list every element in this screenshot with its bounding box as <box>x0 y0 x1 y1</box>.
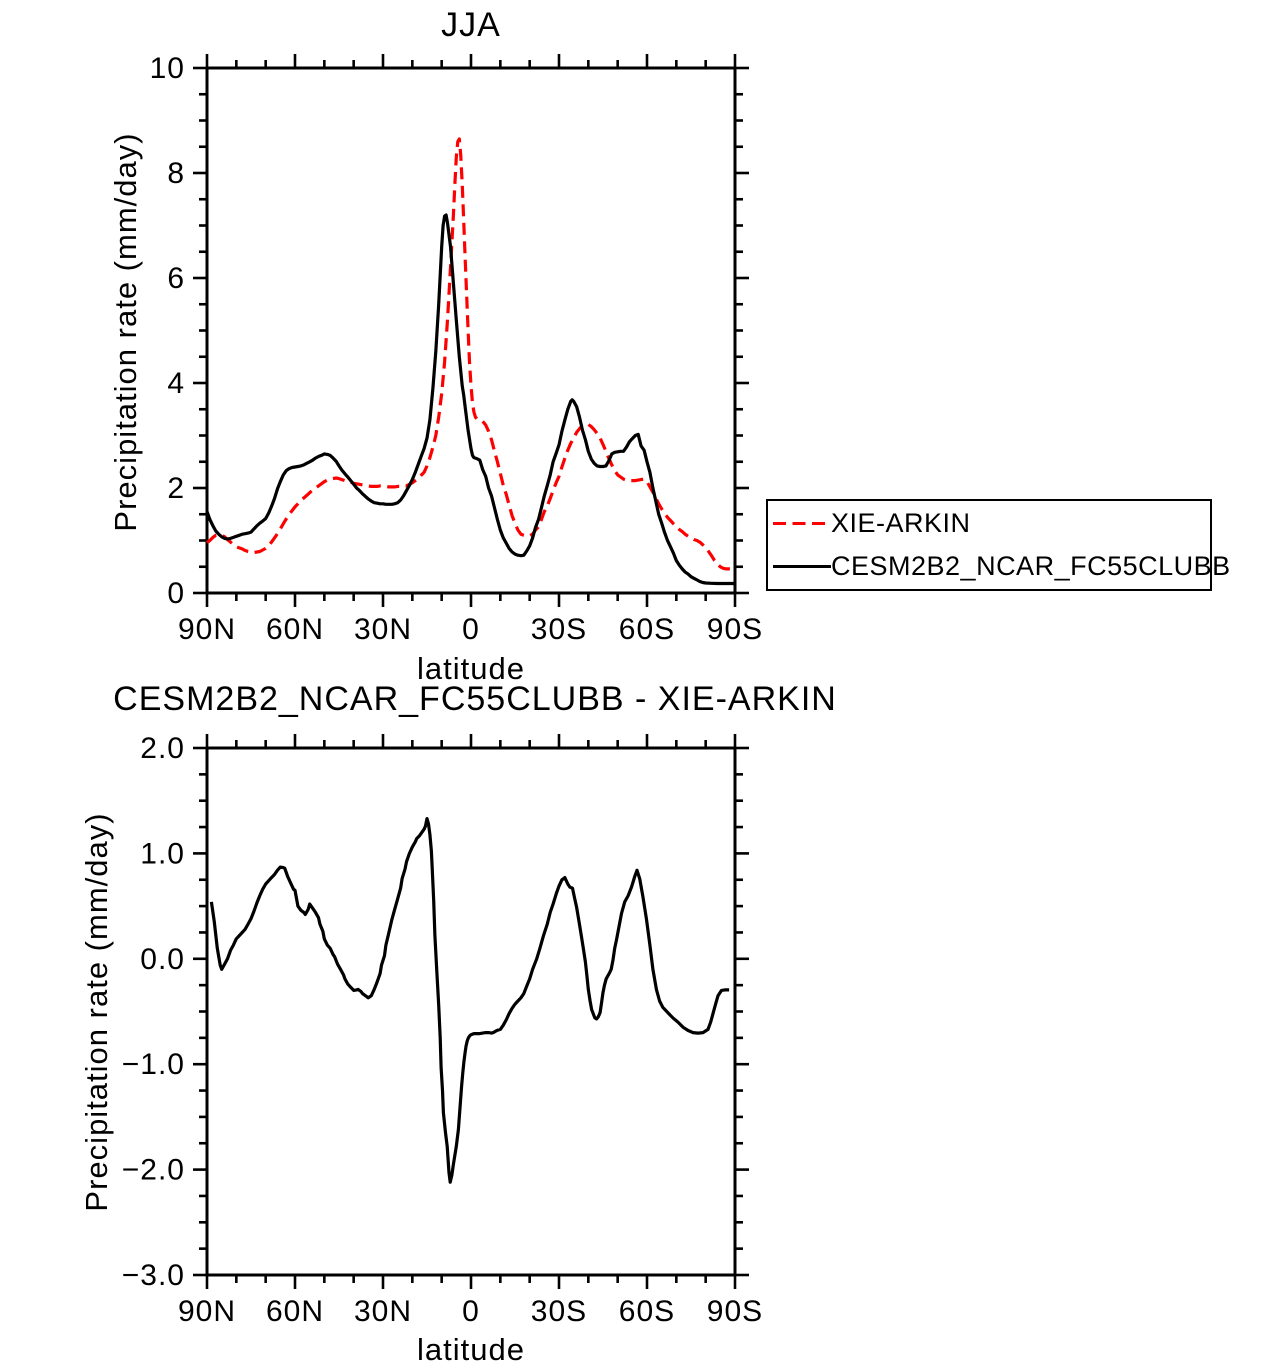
y-tick-label: −2.0 <box>122 1154 185 1187</box>
top-chart-title: JJA <box>441 6 501 44</box>
legend-label-xie-arkin: XIE-ARKIN <box>831 508 971 539</box>
top-chart-x-axis-title: latitude <box>417 651 525 686</box>
y-tick-label: −1.0 <box>122 1048 185 1081</box>
bottom-chart-title: CESM2B2_NCAR_FC55CLUBB - XIE-ARKIN <box>113 680 837 718</box>
x-tick-label: 90S <box>707 613 763 646</box>
y-tick-label: 2 <box>167 472 185 505</box>
x-tick-label: 0 <box>462 1295 480 1328</box>
x-tick-label: 30N <box>354 1295 412 1328</box>
x-tick-label: 30S <box>531 613 587 646</box>
jja-precipitation-chart: 90N 60N 30N 0 30S 60S 90S 0 2 4 6 8 10 <box>150 52 763 646</box>
x-tick-label: 60N <box>266 1295 324 1328</box>
x-tick-label: 90N <box>178 1295 236 1328</box>
legend-label-cesm2b2: CESM2B2_NCAR_FC55CLUBB <box>831 550 1231 581</box>
y-tick-label: 1.0 <box>140 837 185 870</box>
y-tick-label: 2.0 <box>140 732 185 765</box>
legend-entry-xie-arkin: XIE-ARKIN <box>773 504 1210 544</box>
plot-frame <box>205 746 737 1277</box>
solid-line-sample-icon <box>773 564 831 568</box>
y-tick-label: 8 <box>167 157 185 190</box>
x-tick-label: 90S <box>707 1295 763 1328</box>
y-tick-label: 0 <box>167 577 185 610</box>
bottom-chart-y-axis-title: Precipitation rate (mm/day) <box>79 812 114 1212</box>
series-line-cesm2b2-ncar-fc55clubb <box>205 213 735 586</box>
series-line-cesm2b2-ncar-fc55clubb-minus-xie-arkin <box>209 816 730 1184</box>
x-tick-label: 0 <box>462 613 480 646</box>
x-tick-label: 60S <box>619 1295 675 1328</box>
x-tick-label: 30S <box>531 1295 587 1328</box>
legend-entry-cesm2b2: CESM2B2_NCAR_FC55CLUBB <box>773 546 1230 586</box>
x-tick-label: 90N <box>178 613 236 646</box>
series-line-xie-arkin <box>206 137 735 571</box>
y-tick-label: 6 <box>167 262 185 295</box>
dashed-line-sample-icon <box>773 522 831 526</box>
difference-chart: 90N 60N 30N 0 30S 60S 90S 2.0 1.0 0.0 −1.0 −2.0 −3.0 <box>122 732 763 1328</box>
y-tick-label: −3.0 <box>122 1259 185 1292</box>
x-tick-label: 60S <box>619 613 675 646</box>
y-tick-label: 4 <box>167 367 185 400</box>
legend: XIE-ARKIN CESM2B2_NCAR_FC55CLUBB <box>766 499 1230 591</box>
y-tick-label: 10 <box>150 52 185 85</box>
x-tick-label: 30N <box>354 613 412 646</box>
x-tick-label: 60N <box>266 613 324 646</box>
y-tick-label: 0.0 <box>140 943 185 976</box>
top-chart-y-axis-title: Precipitation rate (mm/day) <box>108 132 143 532</box>
plot-frame <box>205 66 737 595</box>
bottom-chart-x-axis-title: latitude <box>417 1332 525 1367</box>
